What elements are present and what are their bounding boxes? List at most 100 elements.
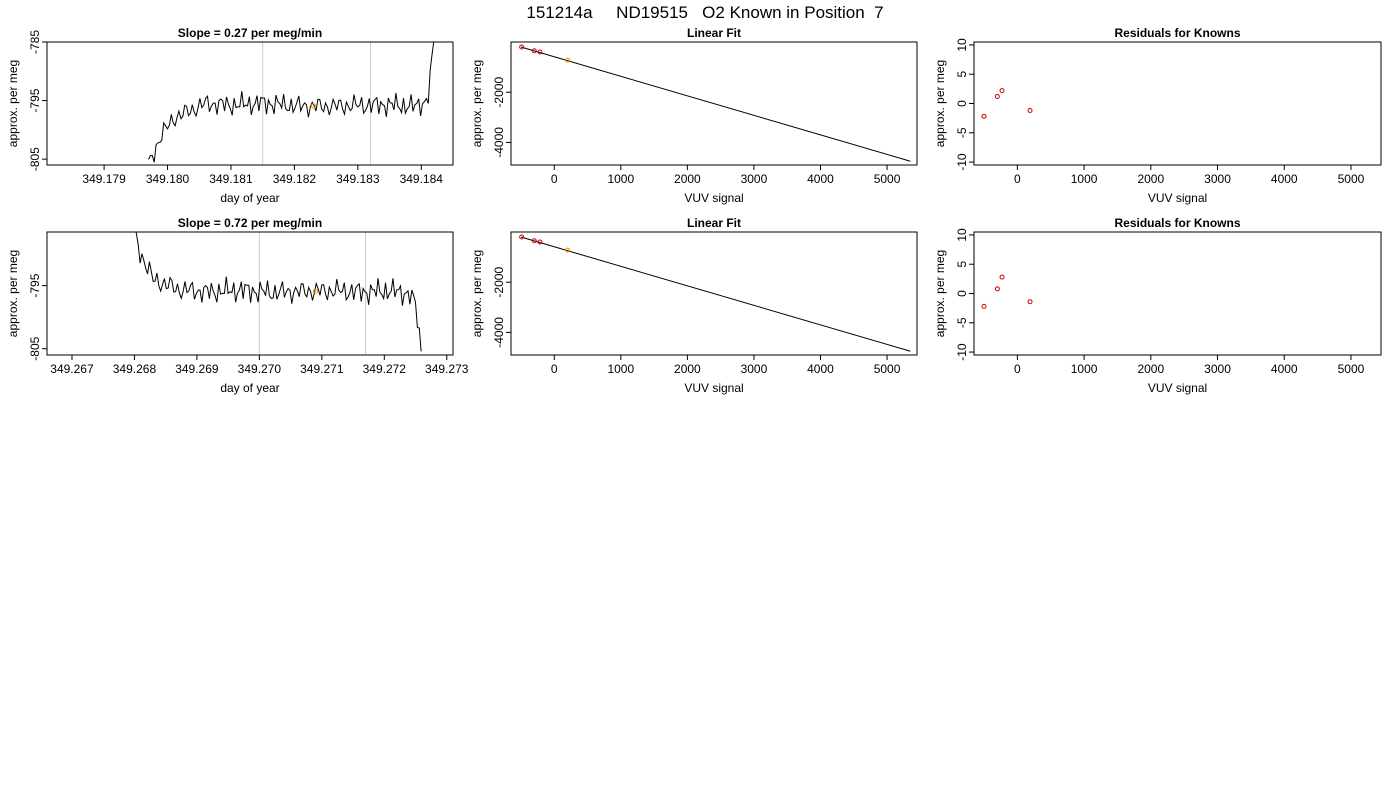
x-tick-label: 349.267 <box>50 362 94 376</box>
x-axis-label: day of year <box>220 191 279 205</box>
known-point <box>1027 108 1033 114</box>
known-point <box>981 113 987 119</box>
fit-line <box>520 236 911 352</box>
x-tick-label: 3000 <box>1204 172 1231 186</box>
page-title: 151214a ND19515 O2 Known in Position 7 <box>526 3 883 22</box>
sample-point <box>565 247 571 253</box>
y-axis-label: approx. per meg <box>6 250 20 337</box>
x-tick-label: 0 <box>1014 362 1021 376</box>
x-tick-label: 1000 <box>1071 362 1098 376</box>
x-tick-label: 5000 <box>874 362 901 376</box>
plot-frame <box>510 231 918 356</box>
panel-title: Residuals for Knowns <box>1114 26 1240 40</box>
x-tick-label: 3000 <box>1204 362 1231 376</box>
y-axis-label: approx. per meg <box>933 60 947 147</box>
plot-frame <box>973 41 1382 166</box>
panel-p5: Linear Fit 0 1000 2000 3000 4000 5000 -2000 -400… <box>470 216 918 395</box>
known-point <box>994 286 1000 292</box>
known-point <box>531 48 537 54</box>
y-tick-label: -2000 <box>492 77 506 108</box>
panel-title: Linear Fit <box>687 216 741 230</box>
x-tick-label: 2000 <box>674 362 701 376</box>
plot-frame <box>973 231 1382 356</box>
y-tick-label: -2000 <box>492 267 506 298</box>
highlight-point <box>313 288 319 294</box>
x-tick-label: 5000 <box>874 172 901 186</box>
x-tick-label: 349.273 <box>425 362 469 376</box>
plot-area <box>519 44 911 162</box>
sample-point <box>565 57 571 63</box>
x-tick-label: 3000 <box>741 172 768 186</box>
y-axis-label: approx. per meg <box>933 250 947 337</box>
y-tick-label: 0 <box>955 100 969 107</box>
known-point <box>537 239 543 245</box>
x-tick-label: 349.184 <box>400 172 444 186</box>
panel-title: Residuals for Knowns <box>1114 216 1240 230</box>
x-tick-label: 349.179 <box>82 172 126 186</box>
panel-p2: Linear Fit 0 1000 2000 3000 4000 5000 -2000 -400… <box>470 26 918 205</box>
plot-frame <box>46 41 454 166</box>
plot-area <box>148 42 435 165</box>
plot-frame <box>510 41 918 166</box>
data-trace <box>135 232 422 352</box>
y-axis-label: approx. per meg <box>470 60 484 147</box>
x-axis-label: VUV signal <box>1148 191 1207 205</box>
x-tick-label: 349.181 <box>209 172 253 186</box>
panel-title: Slope = 0.27 per meg/min <box>178 26 322 40</box>
panel-p4: Slope = 0.72 per meg/min 349.267 349.268 34… <box>6 216 469 395</box>
x-tick-label: 349.183 <box>336 172 380 186</box>
x-tick-label: 0 <box>551 362 558 376</box>
x-tick-label: 349.182 <box>273 172 317 186</box>
x-tick-label: 1000 <box>607 172 634 186</box>
x-tick-label: 4000 <box>1271 172 1298 186</box>
y-tick-label: -795 <box>28 88 42 112</box>
panel-p1: Slope = 0.27 per meg/min 349.179 349.180 34… <box>6 26 454 205</box>
plot-area <box>519 234 911 352</box>
y-tick-label: -795 <box>28 273 42 297</box>
x-tick-label: 349.180 <box>146 172 190 186</box>
known-point <box>981 303 987 309</box>
x-tick-label: 349.271 <box>300 362 344 376</box>
known-point <box>519 44 525 50</box>
x-tick-label: 3000 <box>741 362 768 376</box>
x-tick-label: 349.270 <box>238 362 282 376</box>
plot-area <box>981 274 1033 309</box>
y-axis-label: approx. per meg <box>6 60 20 147</box>
x-tick-label: 1000 <box>607 362 634 376</box>
x-tick-label: 2000 <box>1137 362 1164 376</box>
y-tick-label: -805 <box>28 336 42 360</box>
y-tick-label: -10 <box>955 153 969 171</box>
panel-title: Slope = 0.72 per meg/min <box>178 216 322 230</box>
plot-area <box>135 232 422 355</box>
x-tick-label: 0 <box>1014 172 1021 186</box>
panel-title: Linear Fit <box>687 26 741 40</box>
known-point <box>519 234 525 240</box>
y-tick-label: 10 <box>955 38 969 52</box>
known-point <box>1027 299 1033 305</box>
x-tick-label: 2000 <box>1137 172 1164 186</box>
x-axis-label: VUV signal <box>684 191 743 205</box>
plot-frame <box>46 231 454 356</box>
x-tick-label: 349.269 <box>175 362 219 376</box>
panel-p6: Residuals for Knowns 0 1000 2000 3000 4000 500… <box>933 216 1382 395</box>
x-axis-label: VUV signal <box>684 381 743 395</box>
known-point <box>531 238 537 244</box>
y-axis-label: approx. per meg <box>470 250 484 337</box>
x-tick-label: 5000 <box>1338 172 1365 186</box>
x-tick-label: 5000 <box>1338 362 1365 376</box>
x-tick-label: 2000 <box>674 172 701 186</box>
x-axis-label: VUV signal <box>1148 381 1207 395</box>
x-tick-label: 4000 <box>807 362 834 376</box>
fit-line <box>520 46 911 162</box>
y-tick-label: 5 <box>955 261 969 268</box>
y-tick-label: -5 <box>955 317 969 328</box>
data-trace <box>148 42 435 163</box>
panel-p3: Residuals for Knowns 0 1000 2000 3000 4000 500… <box>933 26 1382 205</box>
x-tick-label: 349.268 <box>113 362 157 376</box>
x-tick-label: 4000 <box>1271 362 1298 376</box>
known-point <box>999 274 1005 280</box>
y-tick-label: -10 <box>955 343 969 361</box>
known-point <box>999 88 1005 94</box>
